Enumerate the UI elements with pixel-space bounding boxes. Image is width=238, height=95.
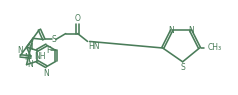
Text: NH: NH: [34, 51, 45, 61]
Text: N: N: [189, 26, 194, 35]
Text: S: S: [51, 35, 56, 44]
Text: N: N: [168, 26, 174, 35]
Text: N: N: [28, 60, 33, 69]
Text: F: F: [47, 46, 51, 55]
Text: HN: HN: [89, 42, 100, 51]
Text: CH₃: CH₃: [208, 44, 222, 53]
Text: O: O: [75, 14, 81, 23]
Text: N: N: [28, 43, 33, 52]
Text: S: S: [180, 63, 185, 72]
Text: N: N: [17, 46, 23, 55]
Text: N: N: [44, 69, 49, 78]
Text: N: N: [24, 53, 30, 61]
